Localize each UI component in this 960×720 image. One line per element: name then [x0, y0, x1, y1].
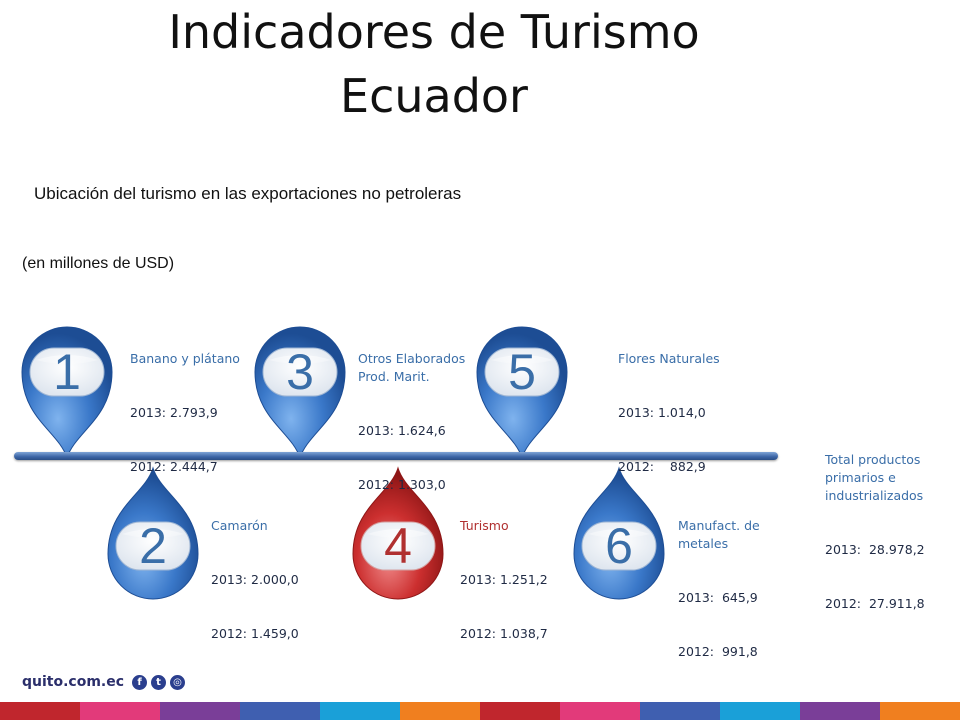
item-label-4: Turismo 2013: 1.251,2 2012: 1.038,7 — [460, 481, 548, 661]
total-label: Total productos primarios e industrializ… — [825, 415, 925, 631]
item-value-2012: 2012: 882,9 — [618, 459, 706, 474]
drop-marker-5: 5 — [467, 310, 577, 460]
item-value-2012: 2012: 991,8 — [678, 644, 758, 659]
total-value-2013: 2013: 28.978,2 — [825, 542, 925, 557]
item-label-5: Flores Naturales 2013: 1.014,0 2012: 882… — [618, 314, 720, 494]
stripe-segment — [80, 702, 160, 720]
title-line-2: Ecuador — [340, 69, 528, 123]
timeline-bar — [14, 452, 778, 460]
stripe-segment — [400, 702, 480, 720]
twitter-icon[interactable]: t — [151, 674, 167, 690]
drop-marker-shape: 4 — [352, 466, 444, 600]
drop-marker-1: 1 — [12, 310, 122, 460]
drop-marker-2: 2 — [98, 466, 208, 616]
stripe-segment — [0, 702, 80, 720]
total-name: Total productos primarios e industrializ… — [825, 452, 924, 503]
item-value-2013: 2013: 1.251,2 — [460, 572, 548, 587]
drop-marker-shape: 6 — [573, 466, 665, 600]
drop-marker-shape: 2 — [107, 466, 199, 600]
footer: quito.com.ec f t ◎ — [22, 674, 186, 690]
item-value-2013: 2013: 1.014,0 — [618, 405, 706, 420]
instagram-icon[interactable]: ◎ — [170, 674, 186, 690]
rank-number: 2 — [139, 518, 167, 574]
item-value-2013: 2013: 2.000,0 — [211, 572, 299, 587]
color-stripe — [0, 702, 960, 720]
item-value-2013: 2013: 645,9 — [678, 590, 758, 605]
stripe-segment — [160, 702, 240, 720]
item-name: Camarón — [211, 518, 268, 533]
page-title: Indicadores de Turismo Ecuador — [0, 0, 868, 128]
rank-number: 1 — [53, 344, 81, 400]
item-value-2012: 2012: 1.038,7 — [460, 626, 548, 641]
stripe-segment — [720, 702, 800, 720]
rank-number: 4 — [384, 518, 412, 574]
drop-marker-shape: 5 — [476, 326, 568, 460]
item-name: Turismo — [460, 518, 509, 533]
drop-marker-3: 3 — [245, 310, 355, 460]
item-name: Flores Naturales — [618, 351, 720, 366]
stripe-segment — [320, 702, 400, 720]
stripe-segment — [240, 702, 320, 720]
item-name: Banano y plátano — [130, 351, 240, 366]
stripe-segment — [480, 702, 560, 720]
stripe-segment — [880, 702, 960, 720]
total-value-2012: 2012: 27.911,8 — [825, 596, 925, 611]
item-name: Otros Elaborados Prod. Marit. — [358, 351, 466, 384]
drop-marker-shape: 3 — [254, 326, 346, 460]
rank-number: 6 — [605, 518, 633, 574]
item-value-2013: 2013: 1.624,6 — [358, 423, 446, 438]
item-value-2012: 2012: 1.459,0 — [211, 626, 299, 641]
item-label-3: Otros Elaborados Prod. Marit. 2013: 1.62… — [358, 314, 465, 512]
stripe-segment — [640, 702, 720, 720]
subtitle: Ubicación del turismo en las exportacion… — [34, 184, 462, 203]
stripe-segment — [800, 702, 880, 720]
item-name: Manufact. de metales — [678, 518, 760, 551]
rank-number: 5 — [508, 344, 536, 400]
item-value-2012: 2012: 2.444,7 — [130, 459, 218, 474]
rank-number: 3 — [286, 344, 314, 400]
drop-marker-4: 4 — [343, 466, 453, 616]
unit-label: (en millones de USD) — [22, 255, 175, 272]
item-label-6: Manufact. de metales 2013: 645,9 2012: 9… — [678, 481, 760, 679]
facebook-icon[interactable]: f — [132, 674, 148, 690]
drop-marker-6: 6 — [564, 466, 674, 616]
drop-marker-shape: 1 — [21, 326, 113, 460]
item-value-2013: 2013: 2.793,9 — [130, 405, 218, 420]
item-label-1: Banano y plátano 2013: 2.793,9 2012: 2.4… — [130, 314, 240, 494]
item-value-2012: 2012: 1.303,0 — [358, 477, 446, 492]
site-logo[interactable]: quito.com.ec — [22, 674, 125, 690]
title-line-1: Indicadores de Turismo — [168, 5, 700, 59]
item-label-2: Camarón 2013: 2.000,0 2012: 1.459,0 — [211, 481, 299, 661]
stripe-segment — [560, 702, 640, 720]
